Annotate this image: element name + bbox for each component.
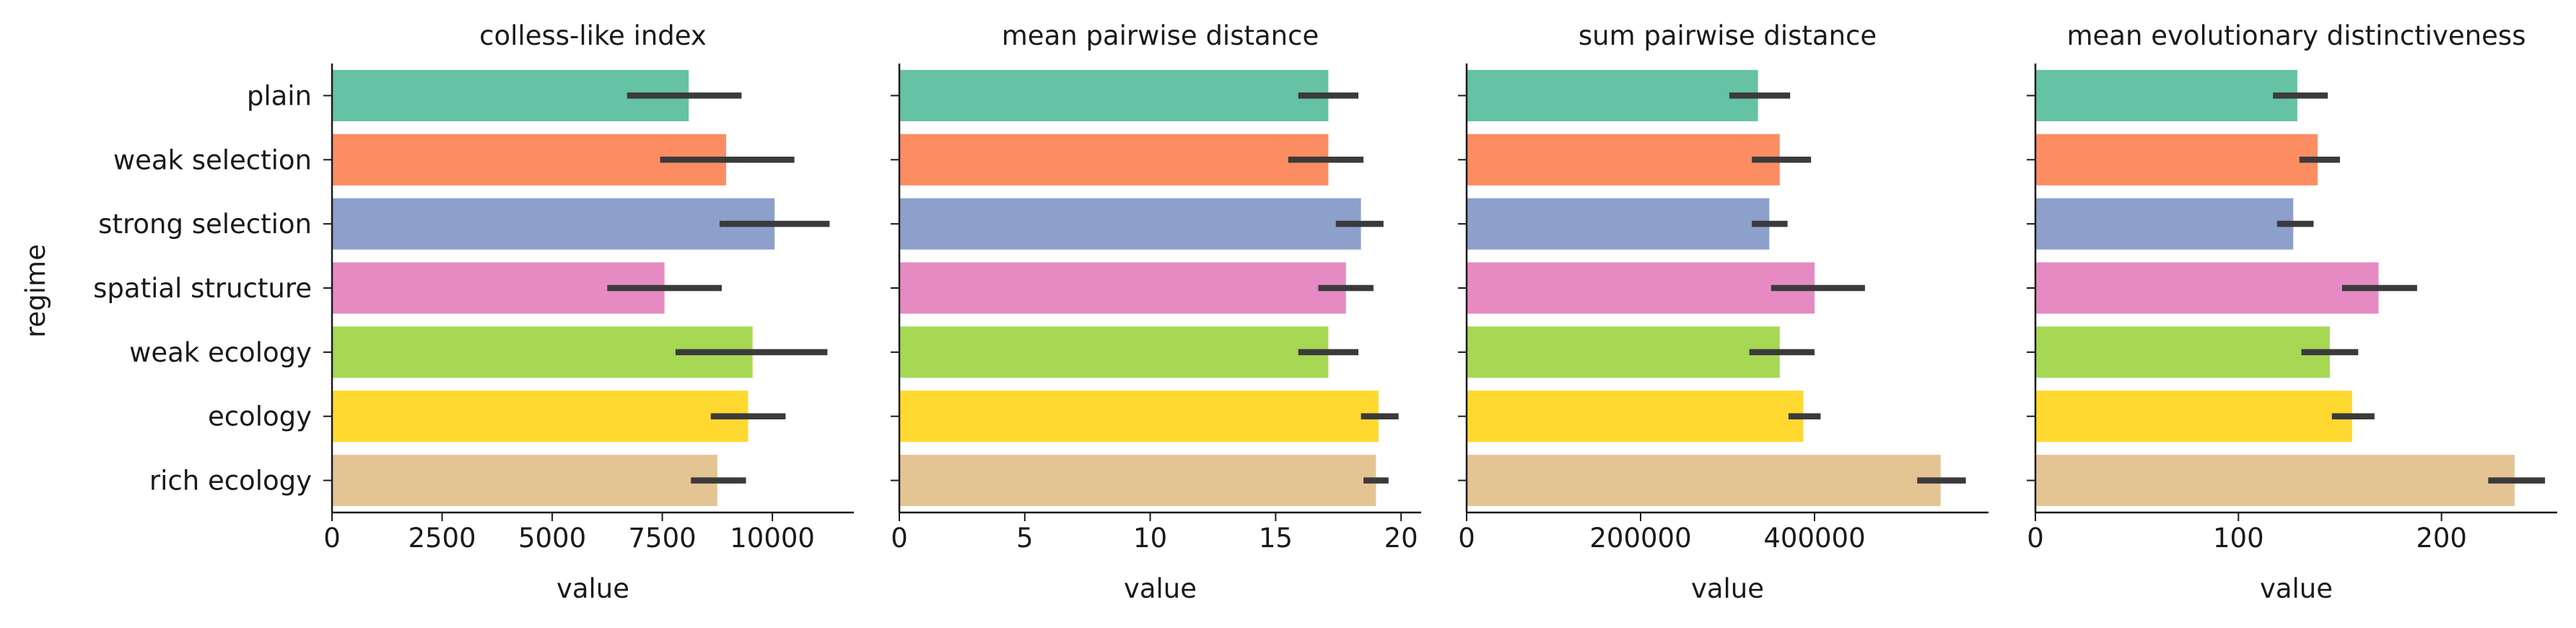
y-tick-label-6: rich ecology	[149, 466, 312, 497]
x-tick-label-3-1: 100	[2213, 523, 2264, 554]
bar-3-3	[2035, 262, 2379, 314]
x-axis-label-2: value	[1691, 573, 1764, 604]
bar-1-4	[899, 326, 1329, 378]
x-tick-label-3-0: 0	[2027, 523, 2044, 554]
y-tick-label-4: weak ecology	[129, 337, 312, 368]
x-tick-label-2-0: 0	[1458, 523, 1475, 554]
x-tick-label-2-2: 400000	[1763, 523, 1865, 554]
bar-0-6	[332, 455, 717, 507]
x-tick-label-3-2: 200	[2416, 523, 2467, 554]
bar-2-3	[1467, 262, 1815, 314]
bar-1-2	[899, 198, 1361, 250]
bar-3-6	[2035, 455, 2515, 507]
facet-title-0: colless-like index	[479, 20, 707, 51]
bar-3-0	[2035, 69, 2297, 121]
facet-title-3: mean evolutionary distinctiveness	[2067, 20, 2526, 51]
bar-3-1	[2035, 134, 2318, 186]
bar-2-0	[1467, 69, 1758, 121]
bar-2-6	[1467, 455, 1941, 507]
bar-1-5	[899, 391, 1379, 442]
bar-0-5	[332, 391, 748, 442]
y-tick-label-3: spatial structure	[93, 273, 312, 304]
x-axis-label-1: value	[1124, 573, 1197, 604]
bar-1-6	[899, 455, 1376, 507]
facet-title-1: mean pairwise distance	[1002, 20, 1319, 51]
x-tick-label-1-4: 20	[1384, 523, 1418, 554]
bar-2-1	[1467, 134, 1780, 186]
bar-1-0	[899, 69, 1329, 121]
bar-1-3	[899, 262, 1346, 314]
x-axis-label-0: value	[556, 573, 629, 604]
x-tick-label-0-1: 2500	[408, 523, 476, 554]
y-tick-label-5: ecology	[208, 401, 312, 432]
x-tick-label-0-3: 7500	[629, 523, 697, 554]
x-tick-label-1-1: 5	[1016, 523, 1034, 554]
y-tick-label-1: weak selection	[113, 144, 312, 175]
x-tick-label-1-2: 10	[1133, 523, 1167, 554]
bar-2-4	[1467, 326, 1780, 378]
bar-2-2	[1467, 198, 1770, 250]
x-axis-label-3: value	[2260, 573, 2333, 604]
facet-title-2: sum pairwise distance	[1579, 20, 1877, 51]
x-tick-label-1-0: 0	[891, 523, 908, 554]
bar-0-2	[332, 198, 775, 250]
y-tick-label-0: plain	[247, 80, 312, 111]
y-axis-title: regime	[20, 244, 51, 338]
x-tick-label-0-4: 10000	[730, 523, 815, 554]
x-tick-label-1-3: 15	[1259, 523, 1293, 554]
bar-3-5	[2035, 391, 2352, 442]
x-tick-label-2-1: 200000	[1589, 523, 1691, 554]
x-tick-label-0-0: 0	[323, 523, 341, 554]
bar-3-4	[2035, 326, 2330, 378]
x-tick-label-0-2: 5000	[518, 523, 586, 554]
bar-1-1	[899, 134, 1329, 186]
bar-2-5	[1467, 391, 1804, 442]
y-tick-label-2: strong selection	[98, 209, 312, 240]
bar-3-2	[2035, 198, 2294, 250]
